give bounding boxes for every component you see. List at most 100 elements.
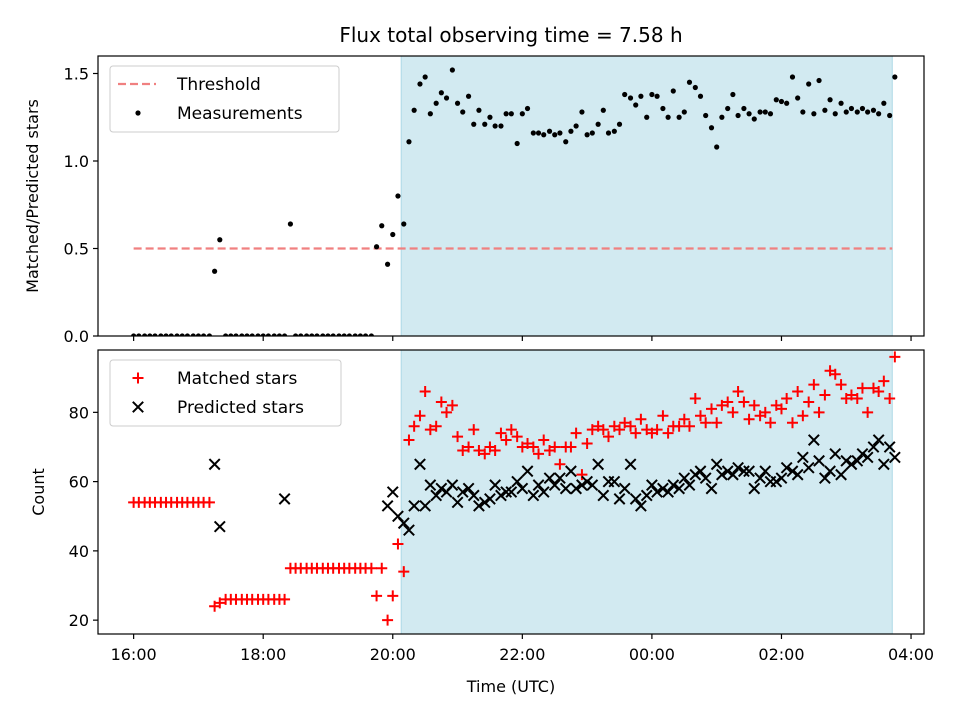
y-tick-label: 80 — [69, 403, 89, 422]
data-point — [309, 333, 315, 336]
data-point — [827, 97, 833, 103]
data-point-cross — [791, 468, 804, 481]
data-point — [427, 111, 433, 117]
data-point-plus — [635, 413, 647, 425]
data-point-cross — [678, 472, 691, 485]
data-point — [622, 91, 628, 98]
data-point-cross — [516, 482, 529, 495]
data-point-cross — [699, 472, 712, 485]
data-point — [535, 130, 542, 136]
data-point-cross — [424, 479, 437, 491]
x-tick-label: 22:00 — [499, 645, 545, 664]
data-point-cross — [807, 434, 820, 446]
data-point — [654, 93, 660, 99]
data-point-cross — [667, 479, 680, 491]
data-point — [784, 100, 790, 106]
data-point — [476, 107, 482, 113]
data-point-plus — [408, 420, 420, 432]
data-point — [174, 333, 180, 336]
data-point-plus — [457, 444, 469, 456]
data-point — [579, 109, 585, 115]
data-point-plus — [203, 496, 215, 508]
data-point-cross — [586, 479, 599, 491]
data-point — [131, 333, 137, 336]
data-point — [843, 109, 849, 115]
data-point-plus — [797, 410, 809, 422]
y-tick-label: 20 — [69, 611, 89, 630]
y-tick-label: 40 — [69, 542, 89, 561]
data-point — [433, 100, 439, 106]
data-point-cross — [446, 479, 459, 491]
data-point-cross — [861, 451, 874, 464]
data-point — [649, 91, 655, 98]
data-point-cross — [683, 479, 696, 491]
data-point-cross — [754, 472, 767, 485]
data-point — [563, 139, 569, 145]
x-tick-label: 00:00 — [629, 645, 675, 664]
data-point-cross — [710, 458, 723, 471]
data-point-plus — [813, 406, 825, 418]
data-point — [179, 333, 185, 336]
data-point-cross — [883, 441, 896, 453]
data-point-cross — [467, 489, 480, 502]
data-point — [741, 105, 747, 112]
data-point — [854, 109, 860, 115]
data-point — [287, 221, 294, 227]
data-point-cross — [608, 475, 621, 488]
data-point-cross — [662, 486, 675, 498]
data-point-cross — [543, 472, 556, 485]
data-point-cross — [435, 482, 448, 495]
data-point — [163, 333, 169, 336]
data-point-plus — [619, 417, 631, 429]
data-point-cross — [532, 479, 545, 491]
data-point-plus — [689, 392, 701, 404]
data-point-cross — [877, 458, 890, 471]
data-point-plus — [873, 386, 885, 398]
data-point — [605, 130, 612, 136]
data-point — [865, 109, 871, 115]
data-point-plus — [570, 427, 582, 439]
data-point-plus — [452, 431, 464, 443]
data-point-plus — [862, 406, 874, 418]
data-point-cross — [456, 486, 469, 498]
data-point — [762, 109, 768, 115]
data-point-plus — [382, 614, 394, 626]
x-tick-label: 16:00 — [111, 645, 157, 664]
data-point — [498, 123, 504, 129]
data-point-plus — [463, 441, 475, 453]
y-tick-label: 1.5 — [64, 65, 89, 84]
data-point-plus — [398, 566, 410, 578]
legend-label: Matched stars — [177, 369, 297, 389]
data-point — [147, 333, 153, 336]
data-point — [390, 231, 396, 238]
data-point — [184, 333, 191, 336]
data-point-plus — [625, 420, 637, 432]
data-point-cross — [657, 482, 669, 495]
data-point — [228, 333, 234, 336]
data-point — [859, 105, 866, 112]
data-point-cross — [386, 486, 399, 498]
data-point-plus — [371, 590, 383, 602]
data-point-plus — [889, 351, 901, 363]
data-point — [292, 333, 299, 336]
data-point-plus — [214, 597, 226, 609]
data-point — [271, 333, 277, 336]
x-axis-label: Time (UTC) — [466, 677, 555, 696]
data-point-plus — [473, 444, 485, 456]
legend-box — [109, 65, 340, 133]
data-point — [773, 97, 779, 103]
data-point-cross — [629, 493, 642, 505]
data-point — [320, 333, 326, 336]
data-point — [789, 74, 796, 80]
data-point-cross — [726, 468, 739, 481]
data-point-plus — [392, 538, 404, 550]
data-point — [158, 333, 164, 336]
data-point-cross — [634, 499, 647, 512]
data-point — [832, 111, 838, 117]
data-point — [848, 105, 855, 112]
data-point — [471, 121, 477, 127]
observing-interval-shade — [400, 56, 893, 336]
data-point-cross — [576, 479, 588, 491]
data-point — [281, 333, 288, 336]
chart-title: Flux total observing time = 7.58 h — [339, 23, 682, 47]
